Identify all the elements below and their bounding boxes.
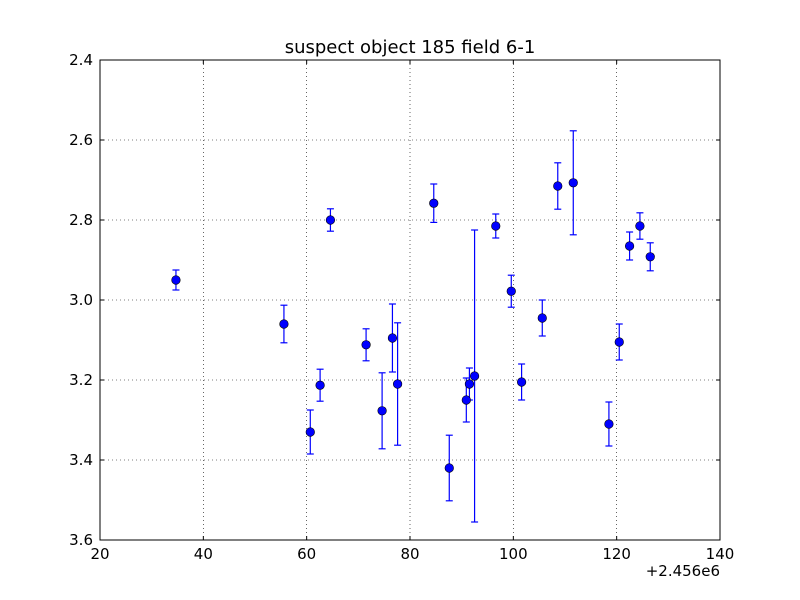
data-point [506,286,516,296]
data-point [393,379,403,389]
y-tick-label: 2.6 [69,131,93,149]
data-point [279,319,289,329]
data-point [469,371,480,381]
chart-title: suspect object 185 field 6-1 [285,37,536,58]
x-tick-label: 20 [90,545,109,563]
x-tick-label: 40 [194,545,213,563]
data-point [624,241,635,251]
data-point [553,181,563,191]
x-axis-offset-label: +2.456e6 [646,562,720,580]
y-tick-label: 2.4 [69,51,93,69]
y-tick-label: 3.0 [69,291,93,309]
data-point [461,395,471,405]
data-point [325,215,336,225]
data-point [315,380,325,390]
data-point [377,406,387,416]
x-tick-label: 140 [706,545,735,563]
data-point [537,313,547,323]
y-tick-labels: 2.4 2.6 2.8 3.0 3.2 3.4 3.6 [69,51,93,549]
axis-ticks [99,59,721,541]
data-points [171,178,655,473]
y-tick-label: 3.4 [69,451,93,469]
data-point [491,221,501,231]
data-point [614,337,624,347]
data-point [635,221,645,231]
data-point [171,275,181,285]
x-tick-label: 60 [297,545,316,563]
x-tick-label: 80 [400,545,419,563]
data-point [464,379,475,389]
y-tick-label: 3.2 [69,371,93,389]
data-point [516,377,527,387]
y-tick-label: 3.6 [69,531,93,549]
data-point [387,333,398,343]
x-tick-label: 100 [499,545,528,563]
data-point [645,252,655,262]
x-tick-labels: 20 40 60 80 100 120 140 [90,545,734,563]
data-point [568,178,578,188]
x-tick-label: 120 [602,545,631,563]
y-tick-label: 2.8 [69,211,93,229]
data-point [305,427,315,437]
data-point [429,198,439,208]
error-bars [172,130,654,523]
data-point [444,463,454,473]
data-point [604,419,614,429]
data-point [361,340,371,350]
